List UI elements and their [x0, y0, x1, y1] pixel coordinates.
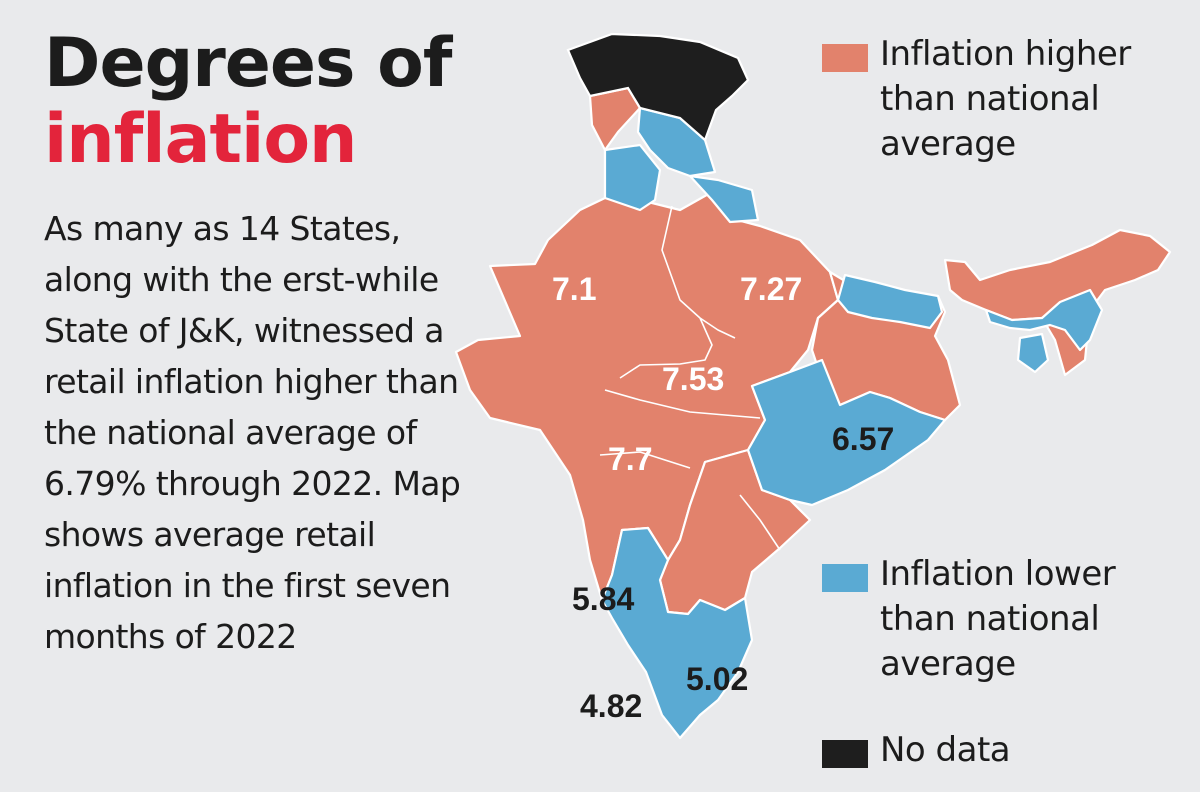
region-tripura-blue — [1016, 332, 1050, 374]
legend-swatch-higher — [822, 44, 868, 72]
region-west-bengal-blue — [836, 273, 944, 330]
legend-label-no-data: No data — [880, 730, 1011, 770]
legend-label-lower: Inflation lower than national average — [880, 554, 1116, 684]
label-kerala: 4.82 — [580, 688, 642, 724]
description-text: As many as 14 States, along with the ers… — [44, 209, 461, 656]
region-chhattisgarh-odisha-blue — [746, 358, 947, 507]
legend-swatch-no-data — [822, 740, 868, 768]
region-jammu-kashmir-black — [566, 32, 750, 142]
label-karnataka: 5.84 — [572, 581, 634, 617]
headline-line-2: inflation — [44, 100, 357, 179]
region-uttarakhand-blue — [688, 174, 760, 224]
label-madhya-pradesh: 7.53 — [662, 361, 724, 397]
headline-line-1: Degrees of — [44, 24, 452, 103]
region-punjab-haryana-blue — [603, 143, 662, 212]
india-inflation-map: 7.1 7.27 7.53 7.7 6.57 5.84 5.02 4.82 — [454, 32, 1172, 740]
headline: Degrees of inflation — [44, 24, 452, 179]
boundary-lines — [599, 205, 781, 551]
label-rajasthan: 7.1 — [552, 271, 596, 307]
label-maharashtra: 7.7 — [608, 441, 652, 477]
legend-label-higher: Inflation higher than national average — [880, 34, 1131, 164]
region-south-blue — [600, 526, 754, 740]
region-north-east-blue — [984, 288, 1104, 352]
region-north-east-orange — [943, 228, 1172, 377]
legend-swatch-lower — [822, 564, 868, 592]
label-odisha: 6.57 — [832, 421, 894, 457]
label-tamil-nadu: 5.02 — [686, 661, 748, 697]
label-uttar-pradesh: 7.27 — [740, 271, 802, 307]
